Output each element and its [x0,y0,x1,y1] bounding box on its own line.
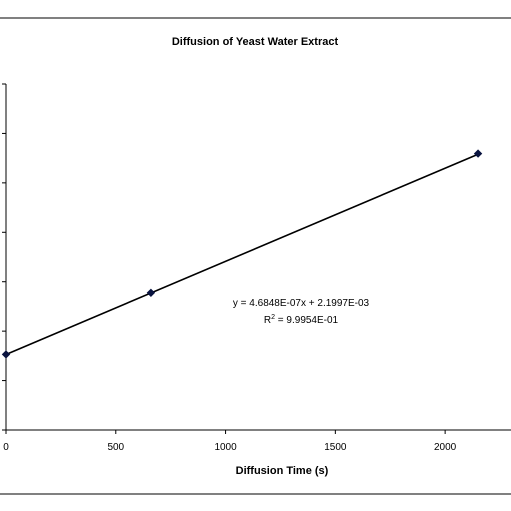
x-axis-label: Diffusion Time (s) [236,465,329,477]
x-tick-label: 2000 [434,442,457,453]
y-ticks [2,83,6,431]
x-tick-label: 1000 [214,442,237,453]
chart-title: Diffusion of Yeast Water Extract [172,36,339,48]
trendline-group [5,153,479,356]
x-tick-label: 500 [107,442,124,453]
trendline [5,153,479,356]
x-tick-label: 1500 [324,442,347,453]
x-ticks: 0 500 1000 1500 2000 [3,430,457,453]
r-squared-label: R2 = 9.9954E-01 [264,314,339,326]
data-points [1,149,483,359]
trendline-equation: y = 4.6848E-07x + 2.1997E-03 [233,298,370,309]
data-point [1,350,11,359]
data-point [473,149,483,158]
data-point [146,288,156,298]
x-tick-label: 0 [3,442,9,453]
